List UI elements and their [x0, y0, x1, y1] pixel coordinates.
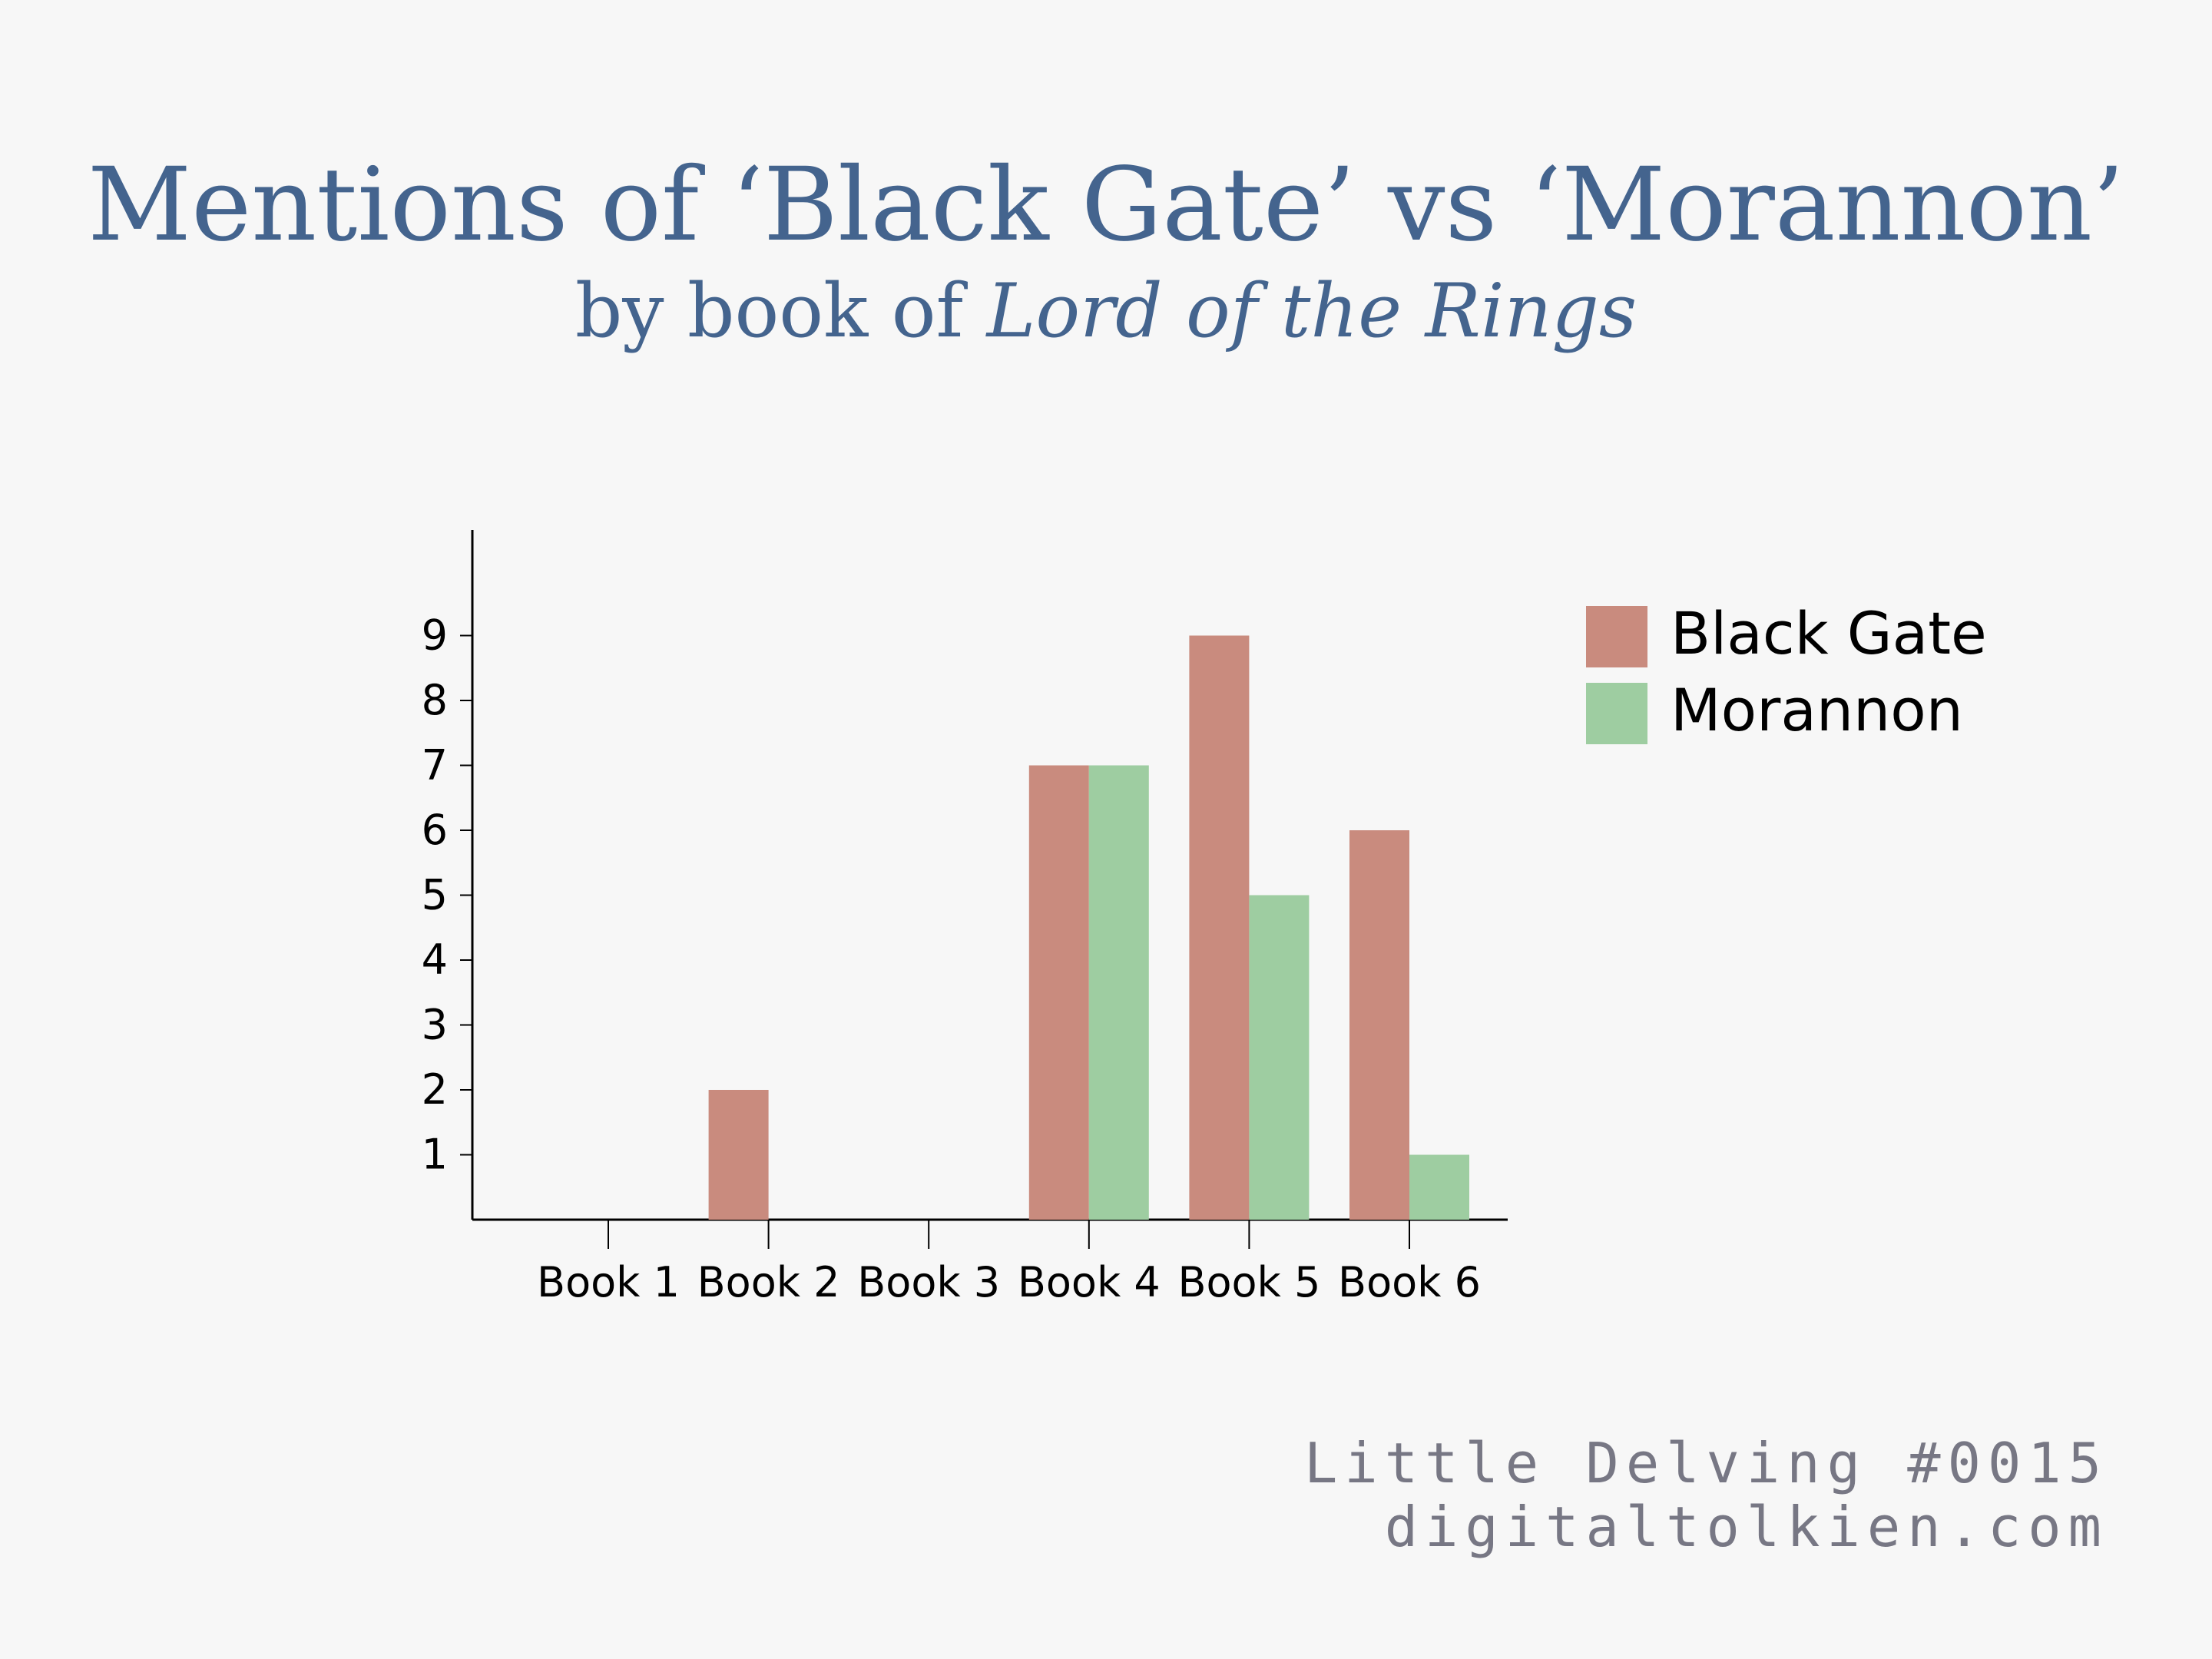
- x-tick-label: Book 6: [1338, 1258, 1481, 1306]
- subtitle-book-title: Lord of the Rings: [985, 268, 1637, 354]
- y-tick-label: 3: [422, 1001, 448, 1049]
- footer-website: digitaltolkien.com: [1385, 1495, 2108, 1559]
- y-tick-label: 6: [422, 806, 448, 854]
- y-tick-label: 1: [422, 1131, 448, 1179]
- footer-series-label: Little Delving #0015: [1304, 1431, 2108, 1495]
- bar-morannon: [1088, 765, 1149, 1220]
- bar-black-gate: [1189, 635, 1250, 1220]
- legend-swatch-morannon: [1586, 683, 1647, 744]
- x-tick-label: Book 5: [1177, 1258, 1320, 1306]
- legend-swatch-black-gate: [1586, 606, 1647, 667]
- bar-black-gate: [708, 1090, 769, 1220]
- chart-title: Mentions of ‘Black Gate’ vs ‘Morannon’: [88, 146, 2124, 264]
- x-tick-label: Book 2: [697, 1258, 840, 1306]
- y-tick-label: 4: [422, 935, 448, 984]
- legend-label-morannon: Morannon: [1671, 676, 1963, 744]
- x-tick-label: Book 3: [857, 1258, 1000, 1306]
- chart-subtitle: by book of Lord of the Rings: [575, 268, 1637, 354]
- legend-label-black-gate: Black Gate: [1671, 599, 1987, 667]
- y-tick-label: 2: [422, 1065, 448, 1114]
- legend: Black Gate Morannon: [1586, 599, 1987, 744]
- y-tick-label: 8: [422, 676, 448, 724]
- x-tick-label: Book 4: [1018, 1258, 1161, 1306]
- bar-black-gate: [1349, 830, 1409, 1220]
- subtitle-prefix: by book of: [575, 268, 987, 354]
- y-tick-label: 5: [422, 871, 448, 919]
- y-tick-label: 7: [422, 741, 448, 790]
- bar-morannon: [1249, 895, 1310, 1220]
- x-tick-label: Book 1: [537, 1258, 680, 1306]
- bar-black-gate: [1028, 765, 1089, 1220]
- plot-area: 1 2 3 4 5 6 7 8 9 Book 1 Book 2 Book 3 Book 4 Book 5 B…: [422, 530, 1508, 1306]
- y-tick-label: 9: [422, 611, 448, 660]
- bar-morannon: [1409, 1154, 1469, 1220]
